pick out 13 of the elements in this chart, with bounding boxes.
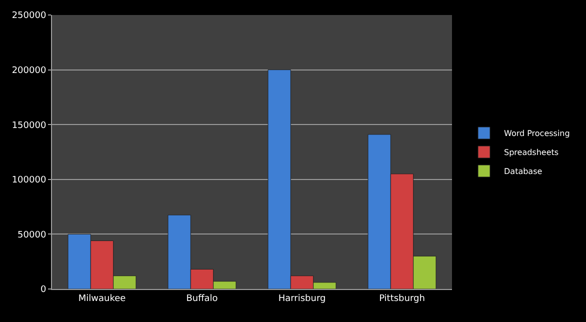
- legend-label: Word Processing: [504, 129, 570, 138]
- legend-label: Database: [504, 167, 542, 176]
- y-tick-label: 50000: [18, 230, 46, 240]
- y-tick-label: 200000: [12, 66, 46, 76]
- x-tick-label: Buffalo: [186, 294, 218, 304]
- x-tick-label: Milwaukee: [78, 294, 126, 304]
- y-tick-label: 100000: [12, 176, 46, 186]
- y-tick-label: 0: [40, 285, 46, 296]
- y-tick-label: 250000: [12, 11, 46, 22]
- y-tick-label: 150000: [12, 120, 46, 131]
- x-tick-label: Harrisburg: [278, 294, 326, 304]
- legend-label: Spreadsheets: [504, 148, 559, 158]
- x-tick-label: Pittsburgh: [379, 294, 425, 304]
